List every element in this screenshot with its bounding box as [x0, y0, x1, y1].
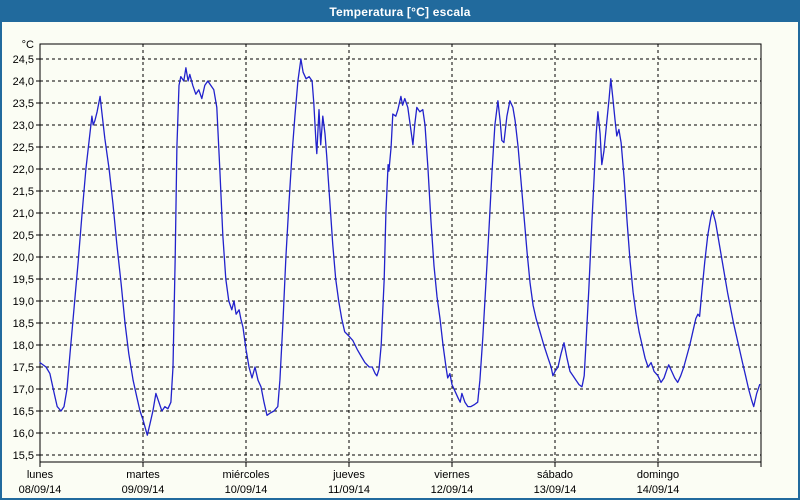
y-tick-label: 21,5 [13, 186, 34, 198]
x-day-name-label: martes [126, 469, 160, 481]
x-day-name-label: domingo [637, 469, 679, 481]
y-axis-unit-label: °C [22, 39, 34, 51]
chart-title: Temperatura [°C] escala [329, 5, 471, 19]
y-tick-label: 21,0 [13, 208, 34, 220]
x-day-date-label: 10/09/14 [225, 484, 268, 496]
temperature-chart-canvas[interactable]: 24,5 24,0 23,5 23,0 22,5 22,0 21,5 21,0 20,5 20,0… [2, 22, 798, 498]
x-day-name-label: lunes [27, 469, 54, 481]
x-day-date-label: 14/09/14 [637, 484, 680, 496]
y-tick-label: 24,5 [13, 54, 34, 66]
y-tick-label: 16,5 [13, 406, 34, 418]
x-day-date-label: 08/09/14 [19, 484, 62, 496]
chart-title-bar: Temperatura [°C] escala [2, 2, 798, 22]
y-tick-label: 20,5 [13, 230, 34, 242]
y-tick-label: 19,5 [13, 274, 34, 286]
x-day-date-label: 11/09/14 [328, 484, 370, 496]
x-day-name-label: sábado [537, 469, 573, 481]
y-tick-label: 17,5 [13, 362, 34, 374]
y-tick-label: 16,0 [13, 428, 34, 440]
x-day-date-label: 12/09/14 [431, 484, 474, 496]
y-tick-label: 15,5 [13, 450, 34, 462]
y-tick-label: 23,5 [13, 98, 34, 110]
x-day-name-label: jueves [332, 469, 365, 481]
y-tick-label: 23,0 [13, 120, 34, 132]
x-day-date-label: 09/09/14 [122, 484, 165, 496]
temperature-curve [39, 58, 761, 436]
y-tick-label: 22,5 [13, 142, 34, 154]
y-tick-label: 19,0 [13, 296, 34, 308]
y-tick-label: 18,0 [13, 340, 34, 352]
y-tick-label: 17,0 [13, 384, 34, 396]
x-day-name-label: miércoles [222, 469, 270, 481]
y-tick-label: 24,0 [13, 76, 34, 88]
x-day-name-label: viernes [434, 469, 470, 481]
plot-border [39, 43, 762, 463]
chart-area: 24,5 24,0 23,5 23,0 22,5 22,0 21,5 21,0 20,5 20,0… [2, 22, 798, 498]
y-tick-label: 18,5 [13, 318, 34, 330]
axis-labels: 24,5 24,0 23,5 23,0 22,5 22,0 21,5 21,0 20,5 20,0… [13, 39, 680, 496]
gridlines [36, 44, 762, 467]
y-tick-label: 22,0 [13, 164, 34, 176]
y-tick-label: 20,0 [13, 252, 34, 264]
x-day-date-label: 13/09/14 [534, 484, 577, 496]
